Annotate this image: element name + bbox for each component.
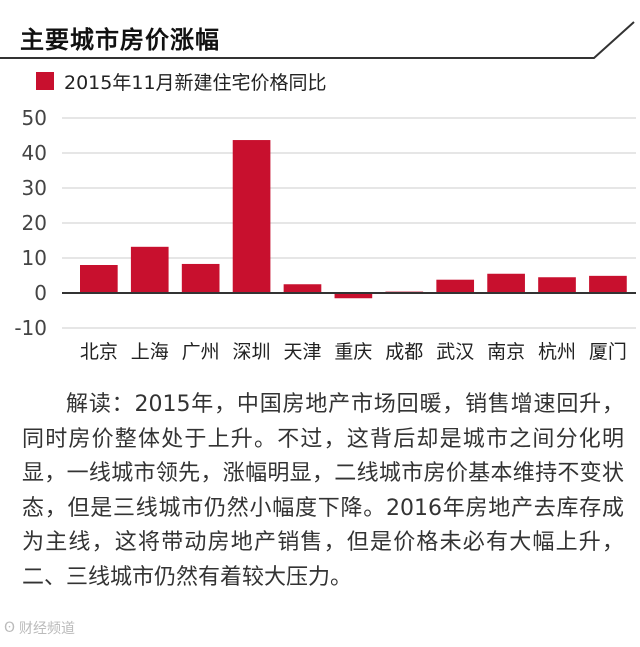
x-tick-label: 南京 xyxy=(487,341,525,363)
commentary-text: 解读：2015年，中国房地产市场回暖，销售增速回升，同时房价整体处于上升。不过，… xyxy=(22,392,624,590)
y-tick-label: 10 xyxy=(22,246,47,270)
x-tick-label: 广州 xyxy=(182,341,220,363)
legend-swatch xyxy=(36,72,54,90)
y-tick-label: 40 xyxy=(22,141,47,165)
bar xyxy=(436,279,475,293)
y-tick-label: 20 xyxy=(22,211,47,235)
x-tick-label: 成都 xyxy=(385,341,423,363)
bar xyxy=(232,140,271,293)
bar xyxy=(130,246,169,293)
bar xyxy=(487,273,525,293)
y-tick-label: 0 xyxy=(34,281,47,305)
x-tick-label: 武汉 xyxy=(436,341,474,363)
bar xyxy=(80,265,118,293)
title-underline xyxy=(0,21,635,59)
x-tick-label: 重庆 xyxy=(334,341,372,363)
watermark: ʘ 财经频道 xyxy=(4,618,75,638)
y-tick-label: 30 xyxy=(22,176,47,200)
x-tick-label: 深圳 xyxy=(233,341,271,363)
bar xyxy=(181,263,220,293)
x-tick-label: 厦门 xyxy=(589,341,627,363)
x-tick-label: 北京 xyxy=(80,341,118,363)
y-tick-label: -10 xyxy=(14,316,47,340)
chart-title: 主要城市房价涨幅 xyxy=(20,26,220,54)
y-tick-label: 50 xyxy=(22,106,47,130)
legend-label: 2015年11月新建住宅价格同比 xyxy=(64,71,327,94)
legend: 2015年11月新建住宅价格同比 xyxy=(36,70,327,94)
weibo-icon: ʘ xyxy=(4,620,16,636)
x-tick-label: 上海 xyxy=(131,341,169,363)
bar xyxy=(538,277,576,293)
header: 主要城市房价涨幅 xyxy=(0,0,640,64)
bar xyxy=(283,284,322,293)
x-tick-label: 天津 xyxy=(283,341,321,363)
bar xyxy=(334,293,373,299)
watermark-text: 财经频道 xyxy=(19,621,76,637)
bar-chart: 50 40 30 20 10 0 -10 北京 上海 广州 深圳 天津 重庆 成都 武汉 南京 杭州 厦门 xyxy=(14,106,636,363)
x-tick-label: 杭州 xyxy=(538,341,576,363)
bar xyxy=(589,275,627,293)
